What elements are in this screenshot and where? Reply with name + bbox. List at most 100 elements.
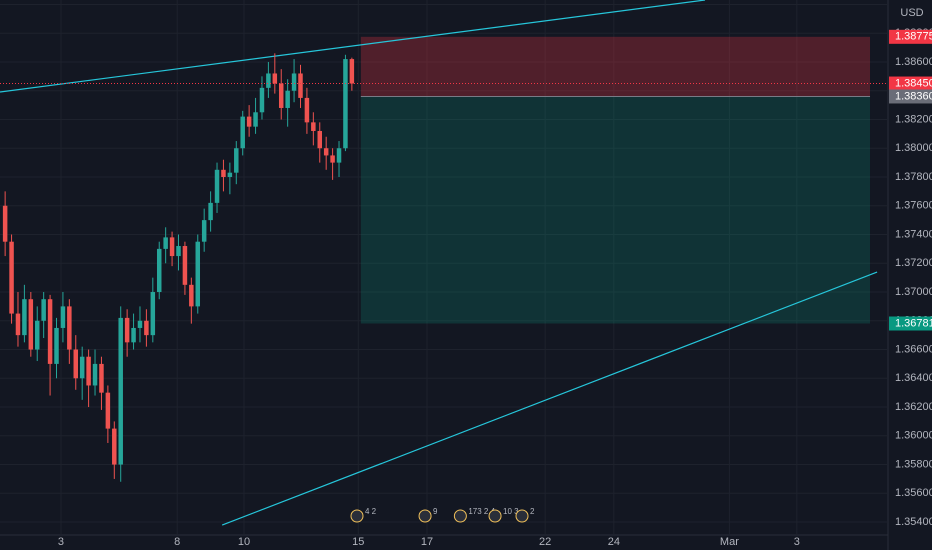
event-icon: [488, 509, 502, 523]
candle-body: [34, 320, 40, 350]
candle-body: [22, 299, 27, 336]
price-marker: [889, 29, 932, 44]
event-label: 9: [433, 507, 438, 516]
candle-body: [311, 122, 316, 131]
event-label: 173 2 4: [468, 507, 495, 516]
candle-body: [15, 313, 21, 336]
event-label: 4 2: [365, 507, 377, 516]
candle-body: [240, 116, 245, 149]
trendline: [0, 0, 706, 93]
candle-body: [221, 169, 226, 177]
event-label: 2: [530, 507, 535, 516]
candle-body: [343, 59, 348, 149]
stop-zone: [360, 36, 871, 97]
y-tick-label: 1.37200: [895, 257, 932, 269]
candle-body: [99, 363, 104, 393]
price-marker-label: 1.36781: [895, 317, 932, 329]
y-tick-label: 1.38000: [895, 142, 932, 154]
x-tick-label: Mar: [720, 536, 739, 548]
x-tick-label: 10: [238, 536, 250, 548]
x-tick-label: 8: [174, 536, 180, 548]
candle-body: [266, 73, 271, 88]
y-tick-label: 1.36200: [895, 401, 932, 413]
y-tick-label: 1.37600: [895, 200, 932, 212]
candle-body: [169, 237, 175, 257]
candle-body: [208, 202, 213, 221]
candle-body: [144, 320, 149, 336]
target-zone: [360, 96, 871, 324]
candle-body: [112, 428, 117, 465]
candle-body: [73, 349, 79, 379]
x-tick-label: 17: [421, 536, 433, 548]
candle-body: [259, 87, 265, 113]
candle-body: [9, 241, 14, 314]
x-tick-label: 3: [58, 536, 64, 548]
y-tick-label: 1.38200: [895, 113, 932, 125]
price-marker-label: 1.38775: [895, 31, 932, 43]
candle-body: [253, 112, 258, 127]
candle-body: [278, 83, 284, 108]
candle-body: [176, 246, 181, 257]
candle-body: [131, 327, 136, 343]
x-tick-label: 3: [794, 536, 800, 548]
candle-body: [79, 356, 85, 379]
candle-body: [67, 306, 72, 350]
y-tick-label: 1.36600: [895, 343, 932, 355]
y-tick-label: 1.37400: [895, 228, 932, 240]
candle-body: [41, 299, 46, 321]
trendline: [221, 271, 878, 526]
event-label: 10 3: [503, 507, 519, 516]
event-icon: [515, 509, 529, 523]
candle-body: [272, 73, 278, 84]
candle-body: [304, 97, 310, 123]
candle-body: [201, 220, 207, 242]
candle-body: [330, 155, 335, 163]
y-tick-label: 1.35400: [895, 516, 932, 528]
candle-body: [195, 241, 201, 307]
x-tick-label: 24: [608, 536, 620, 548]
candle-body: [54, 327, 59, 364]
candle-body: [298, 73, 303, 98]
candle-body: [86, 356, 91, 386]
candle-body: [163, 237, 168, 249]
candle-body: [118, 317, 123, 465]
event-icon: [418, 509, 432, 523]
candle-body: [156, 248, 162, 293]
candle-body: [227, 172, 233, 177]
price-marker: [889, 89, 932, 104]
candle-body: [291, 73, 297, 91]
currency-label: USD: [900, 7, 923, 19]
y-tick-label: 1.36400: [895, 372, 932, 384]
candle-body: [214, 169, 220, 203]
candle-body: [336, 148, 342, 163]
y-tick-label: 1.36000: [895, 430, 932, 442]
candle-body: [150, 292, 156, 336]
candle-body: [28, 299, 34, 350]
event-icon: [453, 509, 467, 523]
x-tick-label: 15: [352, 536, 364, 548]
candle-body: [323, 148, 329, 156]
candle-body: [137, 320, 143, 328]
candle-body: [246, 116, 252, 127]
candle-body: [105, 392, 111, 429]
price-marker-label: 1.38360: [895, 90, 932, 102]
y-tick-label: 1.35800: [895, 458, 932, 470]
candle-body: [47, 299, 53, 364]
candle-body: [2, 205, 8, 242]
candle-body: [234, 148, 239, 173]
price-marker: [889, 316, 932, 331]
y-tick-label: 1.38600: [895, 56, 932, 68]
candle-body: [124, 317, 130, 343]
event-icon: [350, 509, 364, 523]
price-marker: [889, 76, 932, 91]
candle-body: [189, 284, 194, 307]
y-tick-label: 1.37800: [895, 171, 932, 183]
candle-body: [60, 306, 66, 328]
candle-body: [317, 130, 323, 149]
candle-body: [285, 90, 290, 108]
price-marker-label: 1.38450: [895, 77, 932, 89]
candle-body: [92, 363, 98, 386]
